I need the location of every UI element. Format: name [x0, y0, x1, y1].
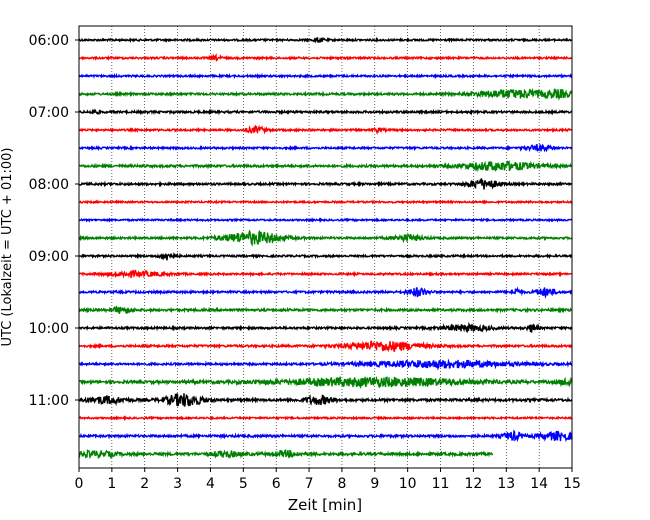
y-tick-label: 07:00 [29, 105, 69, 121]
trace-layer [78, 36, 573, 460]
trace-line [78, 36, 573, 44]
x-axis-label: Zeit [min] [288, 496, 362, 514]
y-tick-label: 09:00 [29, 249, 69, 265]
x-axis: 0 1 2 3 4 5 6 7 8 9 10 11 12 13 14 15 [75, 468, 581, 492]
x-tick-label: 12 [464, 476, 482, 492]
trace-line [78, 108, 573, 116]
x-tick-label: 1 [107, 476, 116, 492]
trace-line [78, 124, 573, 135]
trace-line [78, 143, 573, 153]
trace-line [78, 269, 573, 279]
trace-line [78, 87, 573, 101]
x-tick-label: 7 [305, 476, 314, 492]
trace-line [78, 198, 573, 205]
trace-line [78, 375, 573, 389]
trace-line [78, 415, 573, 422]
trace-line [78, 72, 573, 80]
x-tick-label: 0 [75, 476, 84, 492]
trace-line [78, 392, 573, 407]
x-tick-label: 13 [497, 476, 515, 492]
trace-line [78, 321, 573, 334]
y-tick-label: 10:00 [29, 321, 69, 337]
trace-line [78, 160, 573, 173]
y-axis: 06:00 07:00 08:00 09:00 10:00 11:00 [29, 33, 79, 409]
x-tick-label: 10 [399, 476, 417, 492]
trace-line [78, 178, 573, 190]
trace-line [78, 305, 573, 315]
x-tick-label: 8 [337, 476, 346, 492]
y-axis-label: UTC (Lokalzeit = UTC + 01:00) [0, 148, 15, 347]
trace-line [78, 229, 573, 247]
x-tick-label: 15 [563, 476, 581, 492]
trace-line [78, 429, 573, 443]
x-tick-label: 9 [370, 476, 379, 492]
x-tick-label: 5 [239, 476, 248, 492]
x-tick-label: 14 [530, 476, 548, 492]
trace-line [78, 449, 494, 460]
x-tick-label: 4 [206, 476, 215, 492]
trace-line [78, 340, 573, 353]
trace-line [78, 252, 573, 261]
trace-line [78, 53, 573, 62]
x-tick-label: 2 [140, 476, 149, 492]
x-tick-label: 6 [272, 476, 281, 492]
x-tick-label: 11 [432, 476, 450, 492]
trace-line [78, 358, 573, 371]
y-tick-label: 06:00 [29, 33, 69, 49]
trace-line [78, 217, 573, 224]
plot-frame [78, 25, 573, 469]
trace-line [78, 286, 573, 299]
x-tick-label: 3 [173, 476, 182, 492]
y-tick-label: 08:00 [29, 177, 69, 193]
y-tick-label: 11:00 [29, 393, 69, 409]
